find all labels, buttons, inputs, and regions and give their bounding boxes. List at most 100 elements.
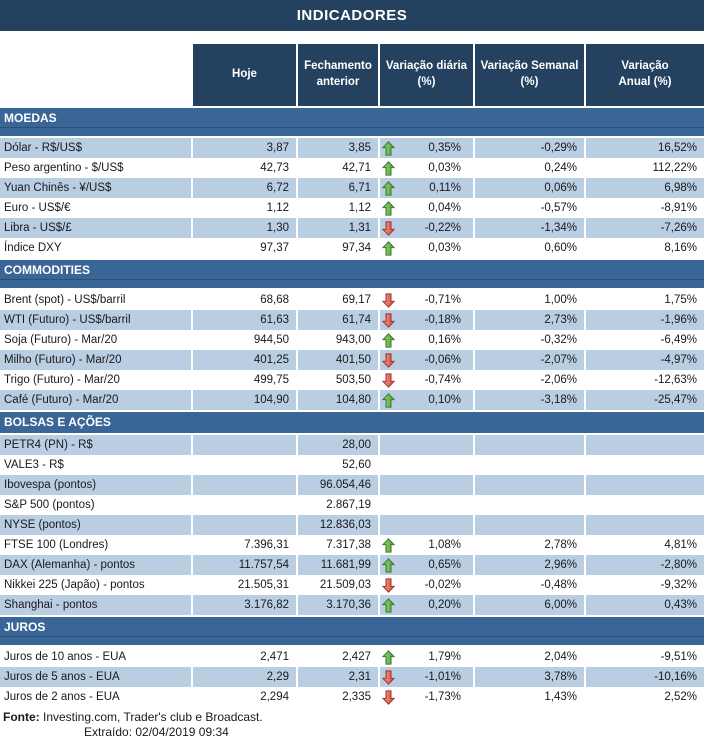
cell-var-semanal: -0,32% (540, 334, 577, 346)
var-diaria-value: 0,03% (428, 242, 461, 254)
cell-var-anual: -25,47% (586, 390, 704, 410)
cell-hoje (193, 475, 296, 495)
table-row: Juros de 10 anos - EUA 2,471 2,427 1,79% 2,… (0, 647, 704, 667)
cell-label: Juros de 2 anos - EUA (4, 691, 120, 703)
cell-var-semanal: 2,73% (475, 310, 584, 330)
cell-hoje: 1,30 (193, 218, 296, 238)
cell-fechamento: 104,80 (298, 390, 378, 410)
cell-hoje: 1,12 (266, 202, 289, 214)
cell-label: Juros de 10 anos - EUA (4, 651, 127, 663)
cell-label: Yuan Chinês - ¥/US$ (0, 178, 191, 198)
footer: Fonte: Investing.com, Trader's club e Br… (0, 710, 704, 739)
section-header-commodities: COMMODITIES (0, 260, 704, 288)
cell-hoje: 2,29 (193, 667, 296, 687)
trend-up-icon (382, 240, 395, 256)
cell-fechamento: 97,34 (342, 242, 371, 254)
cell-label: NYSE (pontos) (0, 515, 191, 535)
cell-var-diaria: -0,71% (380, 290, 473, 310)
source-label: Fonte: (3, 710, 40, 724)
cell-label: Juros de 5 anos - EUA (0, 667, 191, 687)
cell-var-anual: 112,22% (652, 162, 697, 174)
cell-var-diaria (380, 435, 473, 455)
section-title: COMMODITIES (4, 263, 90, 277)
cell-hoje: 6,72 (193, 178, 296, 198)
trend-arrow (382, 140, 395, 156)
cell-var-semanal: 3,78% (475, 667, 584, 687)
cell-hoje: 499,75 (253, 374, 289, 386)
trend-down-icon (382, 372, 395, 388)
var-diaria-value: 1,79% (428, 651, 461, 663)
cell-var-anual (586, 455, 704, 475)
cell-label: S&P 500 (pontos) (4, 499, 95, 511)
var-diaria-value: -0,22% (424, 222, 461, 234)
cell-hoje: 61,63 (193, 310, 296, 330)
cell-fechamento: 2,31 (298, 667, 378, 687)
cell-fechamento: 2,427 (342, 651, 371, 663)
trend-down-icon (382, 220, 395, 236)
cell-label: DAX (Alemanha) - pontos (0, 555, 191, 575)
cell-var-diaria (380, 455, 473, 475)
source-line: Fonte: Investing.com, Trader's club e Br… (0, 710, 704, 724)
table-row: Juros de 5 anos - EUA 2,29 2,31 -1,01% 3,78… (0, 667, 704, 687)
cell-fechamento: 42,71 (342, 162, 371, 174)
cell-fechamento: 96.054,46 (298, 475, 378, 495)
cell-var-anual (586, 515, 704, 535)
cell-hoje: 11.757,54 (193, 555, 296, 575)
cell-hoje (193, 455, 296, 475)
trend-down-icon (382, 689, 395, 705)
cell-var-anual: 2,52% (664, 691, 697, 703)
trend-up-icon (382, 180, 395, 196)
trend-arrow (382, 312, 395, 328)
column-header-text: (%) (520, 76, 539, 88)
column-header-text: Variação Semanal (480, 60, 579, 73)
trend-arrow (382, 332, 395, 348)
column-header-fechamento-anterior: Fechamento anterior (298, 44, 378, 106)
cell-label: Libra - US$/£ (0, 218, 191, 238)
cell-var-semanal: 2,96% (475, 555, 584, 575)
cell-fechamento: 1,12 (348, 202, 371, 214)
table-body: MOEDAS Dólar - R$/US$ 3,87 3,85 0,35% -0,29%… (0, 108, 704, 707)
cell-var-diaria (380, 515, 473, 535)
cell-var-semanal (475, 455, 584, 475)
trend-up-icon (382, 140, 395, 156)
trend-up-icon (382, 649, 395, 665)
cell-fechamento: 401,50 (298, 350, 378, 370)
cell-var-anual (586, 435, 704, 455)
cell-hoje: 42,73 (260, 162, 289, 174)
cell-label: Soja (Futuro) - Mar/20 (4, 334, 118, 346)
table-row: Brent (spot) - US$/barril 68,68 69,17 -0,7… (0, 290, 704, 310)
var-diaria-value: 0,20% (428, 599, 461, 611)
source-text: Investing.com, Trader's club e Broadcast… (43, 710, 263, 724)
trend-arrow (382, 352, 395, 368)
var-diaria-value: 0,10% (428, 394, 461, 406)
column-header-variacao-anual: Variação Anual (%) (586, 44, 704, 106)
table-row: Ibovespa (pontos) 96.054,46 (0, 475, 704, 495)
var-diaria-value: 0,16% (428, 334, 461, 346)
table-row: Libra - US$/£ 1,30 1,31 -0,22% -1,34% -7,26% (0, 218, 704, 238)
section-header-moedas: MOEDAS (0, 108, 704, 136)
trend-arrow (382, 577, 395, 593)
section-header-bolsas-e-acoes: BOLSAS E AÇÕES (0, 412, 704, 433)
cell-fechamento: 2,335 (342, 691, 371, 703)
trend-arrow (382, 689, 395, 705)
trend-arrow (382, 180, 395, 196)
trend-arrow (382, 240, 395, 256)
cell-fechamento: 52,60 (342, 459, 371, 471)
cell-var-anual: 6,98% (586, 178, 704, 198)
cell-hoje: 68,68 (260, 294, 289, 306)
cell-label: Brent (spot) - US$/barril (4, 294, 126, 306)
cell-var-semanal: 6,00% (475, 595, 584, 615)
cell-var-semanal: 2,04% (544, 651, 577, 663)
var-diaria-value: 0,11% (429, 182, 461, 194)
column-header-text: Anual (%) (618, 76, 672, 88)
cell-var-anual: -4,97% (586, 350, 704, 370)
trend-arrow (382, 537, 395, 553)
table-row: NYSE (pontos) 12.836,03 (0, 515, 704, 535)
cell-var-anual (586, 495, 704, 515)
cell-var-anual: 16,52% (586, 138, 704, 158)
trend-down-icon (382, 352, 395, 368)
cell-var-anual: -8,91% (660, 202, 697, 214)
cell-fechamento: 1,31 (298, 218, 378, 238)
trend-arrow (382, 160, 395, 176)
cell-var-diaria: 0,04% (380, 198, 473, 218)
